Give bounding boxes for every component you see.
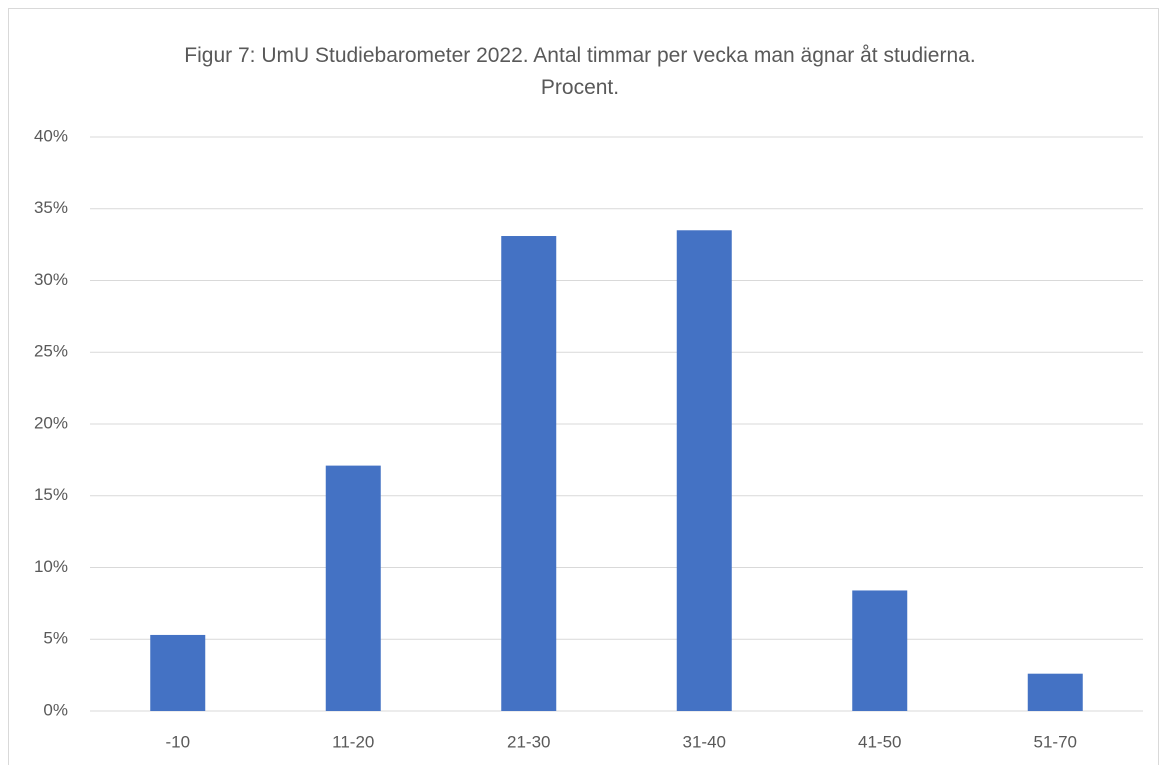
x-tick-label: 31-40 — [683, 732, 726, 751]
bar — [676, 230, 732, 711]
y-tick-label: 30% — [34, 270, 68, 289]
bar — [852, 590, 908, 711]
bar — [325, 465, 381, 711]
bar — [150, 634, 206, 711]
y-tick-label: 40% — [34, 126, 68, 145]
x-tick-label: 11-20 — [332, 732, 374, 751]
y-tick-label: 25% — [34, 342, 68, 361]
y-tick-label: 15% — [34, 485, 68, 504]
x-tick-label: 51-70 — [1034, 732, 1077, 751]
chart-border — [8, 8, 1159, 765]
chart-title: Figur 7: UmU Studiebarometer 2022. Antal… — [184, 44, 976, 99]
y-tick-label: 35% — [34, 198, 68, 217]
y-tick-label: 10% — [34, 557, 68, 576]
x-tick-label: 21-30 — [507, 732, 550, 751]
x-tick-label: -10 — [165, 732, 190, 751]
y-tick-label: 0% — [43, 700, 68, 719]
x-tick-label: 41-50 — [858, 732, 901, 751]
bar — [501, 236, 557, 711]
y-tick-label: 20% — [34, 413, 68, 432]
y-tick-label: 5% — [43, 629, 68, 648]
bar — [1027, 673, 1083, 711]
